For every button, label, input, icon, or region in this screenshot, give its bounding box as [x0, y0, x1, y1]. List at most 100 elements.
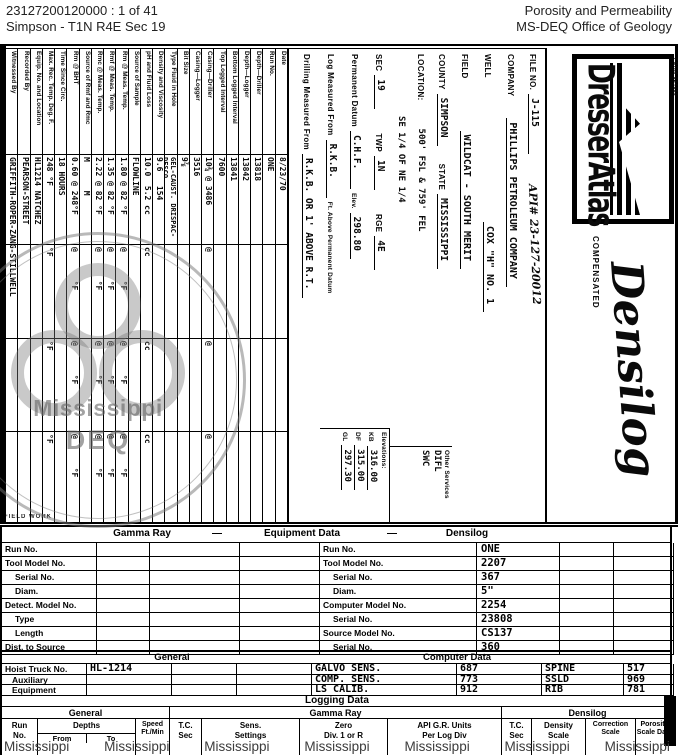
- field-extra: [251, 432, 263, 522]
- state-label: STATE: [437, 163, 446, 191]
- densilog-value: 23808: [477, 613, 560, 627]
- computer-param-value: 687: [457, 664, 542, 675]
- field-label: Rmc @ Meas. Temp.: [91, 49, 104, 155]
- hoist-truck-label: Hoist Truck No.: [2, 664, 87, 675]
- form-field-row: Run No. ONE: [263, 49, 276, 522]
- field-extra: [177, 432, 189, 522]
- form-field-row: Time Since Circ. 18 HOURS: [55, 49, 68, 522]
- field-extra: @: [202, 339, 214, 432]
- field-extra: [128, 432, 140, 522]
- field-extra: @ °F: [104, 339, 116, 432]
- form-field-row: Rm @ Meas. Temp. 1.80 @ 82 °F @ °F @ °F @ °F: [116, 49, 129, 522]
- computer-param-name: SSLD: [542, 674, 624, 686]
- form-field-row: Density and Viscosity 9.6 154: [153, 49, 166, 522]
- field-extra: [214, 339, 226, 432]
- field-value: 10¾ @ 3486: [202, 155, 214, 245]
- form-field-row: Bit Size 9⅞: [177, 49, 190, 522]
- company-label: COMPANY: [506, 54, 515, 97]
- field-extra: @ °F: [91, 339, 104, 432]
- field-extra: [79, 339, 91, 432]
- kb-value: 316.00: [367, 445, 378, 491]
- densilog-label: Computer Model No.: [320, 599, 477, 613]
- field-value: 9⅞: [177, 155, 189, 245]
- other-services-box: Other Services DIFL SWC: [390, 446, 452, 522]
- field-extra: @ °F: [91, 432, 104, 522]
- elev-label: Elev.: [350, 192, 357, 209]
- permanent-datum-row: Permanent Datum C.H.F. Elev. 298.80: [350, 54, 362, 426]
- field-extra: @: [202, 245, 214, 339]
- gr-label: Serial No.: [2, 571, 97, 585]
- gr-label: Dist. to Source: [2, 641, 97, 655]
- gr-label: Type: [2, 613, 97, 627]
- drilling-measured-value: R.K.B. OR 1' ABOVE R.T.: [302, 153, 314, 298]
- field-label: Casing—Logger: [189, 49, 202, 155]
- gr-label: Tool Model No.: [2, 557, 97, 571]
- field-value: 13841: [226, 155, 238, 245]
- computer-param-name: LS CALIB.: [312, 685, 457, 696]
- equipment-data-table: Gamma Ray — Equipment Data — Densilog Ru…: [0, 527, 674, 655]
- gl-label: GL: [341, 432, 348, 442]
- field-extra: [30, 245, 42, 339]
- field-extra: [6, 245, 18, 339]
- gl-value: 297.30: [341, 445, 352, 490]
- field-extra: [18, 339, 30, 432]
- field-extra: °F: [42, 339, 55, 432]
- densilog-label: Serial No.: [320, 571, 477, 585]
- col-density-scale: Density Scale: [532, 719, 586, 755]
- logging-data-table: Logging Data General Gamma Ray Densilog …: [0, 695, 672, 755]
- computer-param-name: RIB: [542, 685, 624, 696]
- elev-value: 298.80: [350, 212, 362, 259]
- location-row: LOCATION: 500' FSL & 759' FEL: [416, 54, 426, 442]
- form-field-row: Equip. No. and Location HL1214 NATCHEZ: [30, 49, 43, 522]
- col-tc-densilog: T.C. Sec: [502, 719, 532, 755]
- form-field-row: Witnessed By GRIFFITH-ROPER-ZANG-STILLWEL…: [6, 49, 19, 522]
- log-measured-value: R.K.B.: [326, 139, 338, 198]
- gr-label: Diam.: [2, 585, 97, 599]
- gr-label: Detect. Model No.: [2, 599, 97, 613]
- field-extra: [177, 339, 189, 432]
- densilog-label: Source Model No.: [320, 627, 477, 641]
- field-value: 0.60 @ 248°F: [67, 155, 79, 245]
- df-value: 315.00: [354, 445, 365, 490]
- field-value: 8/23/70: [275, 155, 287, 245]
- computer-param-name: SPINE: [542, 664, 624, 675]
- field-extra: [263, 432, 275, 522]
- field-value: 1.35 @ 82 °F: [104, 155, 116, 245]
- location-label: LOCATION:: [416, 54, 425, 101]
- form-field-row: Depth—Logger 13842: [238, 49, 252, 522]
- field-label: Casing—Driller: [202, 49, 214, 155]
- ft-above-label: Ft. Above Permanent Datum: [326, 201, 333, 294]
- other-service-2: SWC: [419, 450, 430, 467]
- field-extra: [238, 339, 251, 432]
- field-extra: [263, 245, 275, 339]
- field-label: Rm @ Meas. Temp.: [116, 49, 128, 155]
- col-to: To: [106, 733, 116, 743]
- form-field-grid: Date 8/23/70 Run No. ONE Depth—Driller 1381…: [6, 48, 288, 522]
- file-no-row: FILE NO. J-115 API# 23-127-20012: [526, 54, 543, 434]
- field-label: FIELD: [460, 54, 469, 79]
- col-speed: Speed Ft./Min: [136, 719, 170, 755]
- col-run-no: Run No.: [2, 719, 38, 755]
- field-extra: @ °F: [116, 339, 128, 432]
- col-zero-div: Zero Div. 1 or R: [300, 719, 388, 755]
- field-extra: [238, 245, 251, 339]
- file-no-label: FILE NO.: [528, 54, 537, 91]
- field-extra: [165, 432, 177, 522]
- field-extra: @ °F: [116, 432, 128, 522]
- scan-edge-blob: [664, 696, 676, 746]
- compensated-label: COMPENSATED: [591, 236, 600, 309]
- general-computer-header: General Computer Data: [2, 652, 670, 664]
- field-value: WILDCAT - SOUTH MERIT: [460, 130, 472, 270]
- field-extra: [263, 339, 275, 432]
- field-label: Equip. No. and Location: [30, 49, 42, 155]
- dresser-atlas-logo: DresserAtlas: [572, 54, 674, 226]
- field-extra: @ °F: [67, 432, 79, 522]
- document-id: 23127200120000 : 1 of 41: [6, 3, 158, 18]
- field-label: Rmf @ Meas. Temp.: [104, 49, 116, 155]
- field-value: 18 HOURS: [55, 155, 67, 245]
- field-extra: [55, 339, 67, 432]
- field-extra: [153, 245, 165, 339]
- field-extra: [214, 432, 226, 522]
- field-extra: @: [202, 432, 214, 522]
- col-depths: Depths From To: [38, 719, 136, 755]
